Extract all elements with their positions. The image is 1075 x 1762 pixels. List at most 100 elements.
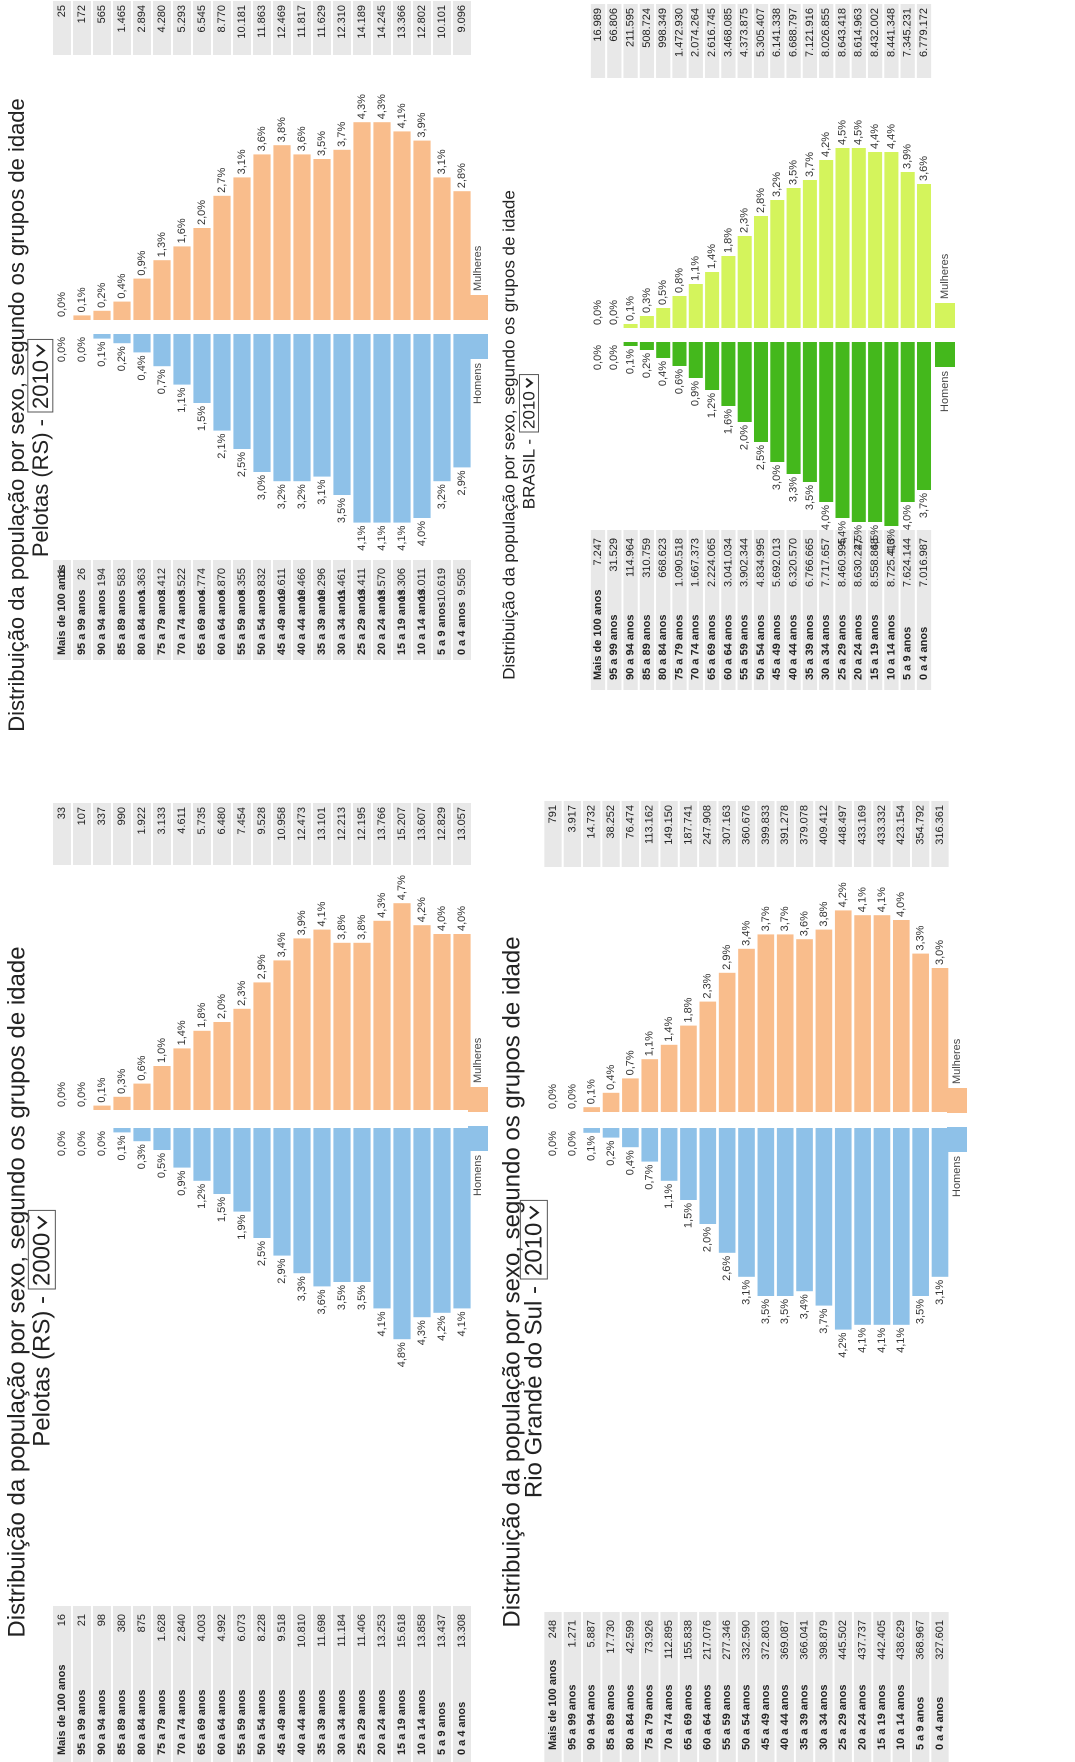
population-value: 31.529 — [608, 538, 620, 572]
percent-label: 4,2% — [837, 1332, 849, 1357]
age-label: 85 a 89 anos — [641, 615, 653, 680]
population-value: 360.676 — [740, 805, 752, 845]
row-stripe — [590, 530, 606, 690]
row-stripe — [433, 1606, 451, 1762]
row-stripe — [583, 1612, 601, 1762]
bar — [873, 1127, 891, 1325]
population-value: 332.590 — [740, 1620, 752, 1660]
percent-label: 0,0% — [56, 1082, 68, 1107]
percent-label: 2,9% — [456, 470, 468, 495]
percent-label: 4,0% — [416, 521, 428, 546]
percent-label: 2,5% — [256, 1241, 268, 1266]
bar — [313, 1128, 331, 1287]
population-value: 112.895 — [663, 1620, 675, 1659]
bar — [854, 915, 871, 1112]
year-selector[interactable] — [519, 1199, 548, 1280]
population-value: 565 — [96, 5, 108, 23]
population-value: 366.041 — [798, 1620, 810, 1660]
percent-label: 4,0% — [895, 892, 907, 917]
percent-label: 3,1% — [316, 479, 328, 504]
percent-label: 3,0% — [256, 475, 268, 500]
percent-label: 0,0% — [608, 300, 620, 325]
age-label: 25 a 29 anos — [356, 1690, 368, 1755]
population-value: 13.766 — [376, 807, 388, 841]
bar — [233, 334, 251, 449]
age-label: 40 a 44 anos — [779, 1685, 791, 1750]
year-selector[interactable] — [27, 1209, 56, 1290]
bar — [796, 1128, 813, 1292]
population-value: 2.616.745 — [706, 8, 718, 57]
population-value: 3.902.344 — [739, 538, 751, 587]
population-value: 9.505 — [456, 568, 468, 596]
row-stripe — [233, 1606, 251, 1762]
row-stripe — [293, 803, 311, 865]
age-label: 50 a 54 anos — [740, 1685, 752, 1750]
row-stripe — [621, 801, 640, 867]
age-label: 20 a 24 anos — [857, 1685, 869, 1750]
percent-label: 0,4% — [624, 1150, 636, 1175]
population-value: 7.717.657 — [820, 538, 832, 587]
population-value: 7.247 — [592, 538, 604, 566]
population-value: 998.349 — [657, 8, 669, 48]
population-value: 11 — [56, 568, 68, 579]
percent-label: 1,4% — [706, 244, 718, 269]
population-value: 14.189 — [356, 5, 368, 39]
bar — [912, 953, 929, 1112]
bar — [786, 342, 801, 474]
population-value: 4.373.875 — [739, 8, 751, 57]
population-value: 327.601 — [934, 1620, 946, 1660]
row-stripe — [544, 801, 562, 867]
row-stripe — [413, 560, 431, 660]
row-stripe — [273, 803, 291, 865]
percent-label: 2,0% — [216, 994, 228, 1019]
percent-label: 4,0% — [902, 505, 914, 530]
row-stripe — [672, 4, 687, 78]
percent-label: 1,2% — [706, 393, 718, 418]
population-value: 7.121.916 — [804, 8, 816, 57]
chart-title: Distribuição da população por sexo, segu… — [3, 946, 30, 1637]
percent-label: 4,3% — [416, 1320, 428, 1345]
year-selector[interactable] — [518, 374, 539, 433]
age-label: 90 a 94 anos — [96, 1690, 108, 1755]
row-stripe — [53, 1606, 71, 1762]
row-stripe — [602, 1612, 620, 1762]
population-value: 2.412 — [156, 568, 168, 596]
bar — [253, 982, 271, 1110]
age-label: 25 a 29 anos — [836, 615, 848, 680]
percent-label: 3,7% — [336, 122, 348, 147]
percent-label: 0,7% — [624, 1050, 636, 1075]
population-value: 26 — [76, 568, 88, 580]
row-stripe — [688, 4, 703, 78]
percent-label: 4,0% — [436, 906, 448, 931]
row-stripe — [413, 1, 431, 55]
percent-label: 0,2% — [116, 346, 128, 371]
row-stripe — [333, 1606, 351, 1762]
bar — [293, 938, 311, 1110]
population-value: 8.228 — [256, 1614, 268, 1642]
population-value: 14.732 — [586, 805, 598, 839]
percent-label: 2,6% — [721, 1256, 733, 1281]
row-stripe — [679, 801, 698, 867]
row-stripe — [453, 803, 471, 865]
age-label: 55 a 59 anos — [721, 1685, 733, 1750]
year-selector[interactable] — [27, 338, 54, 413]
percent-label: 3,4% — [798, 1294, 810, 1319]
population-value: 13.570 — [376, 568, 388, 602]
row-stripe — [623, 4, 638, 78]
row-stripe — [688, 530, 703, 690]
chart-title: Distribuição da população por sexo, segu… — [4, 98, 29, 732]
bar — [738, 948, 755, 1112]
population-value: 247.908 — [702, 805, 714, 845]
row-stripe — [867, 530, 883, 690]
bar — [433, 334, 451, 482]
row-stripe — [113, 803, 131, 865]
population-value: 1.628 — [156, 1614, 168, 1642]
row-stripe — [273, 560, 291, 660]
percent-label: 0,5% — [156, 1153, 168, 1178]
bar — [333, 334, 351, 495]
legend-swatch — [935, 303, 955, 328]
percent-label: 2,9% — [276, 1258, 288, 1283]
row-stripe — [193, 1, 211, 55]
row-stripe — [313, 560, 331, 660]
row-stripe — [916, 530, 932, 690]
